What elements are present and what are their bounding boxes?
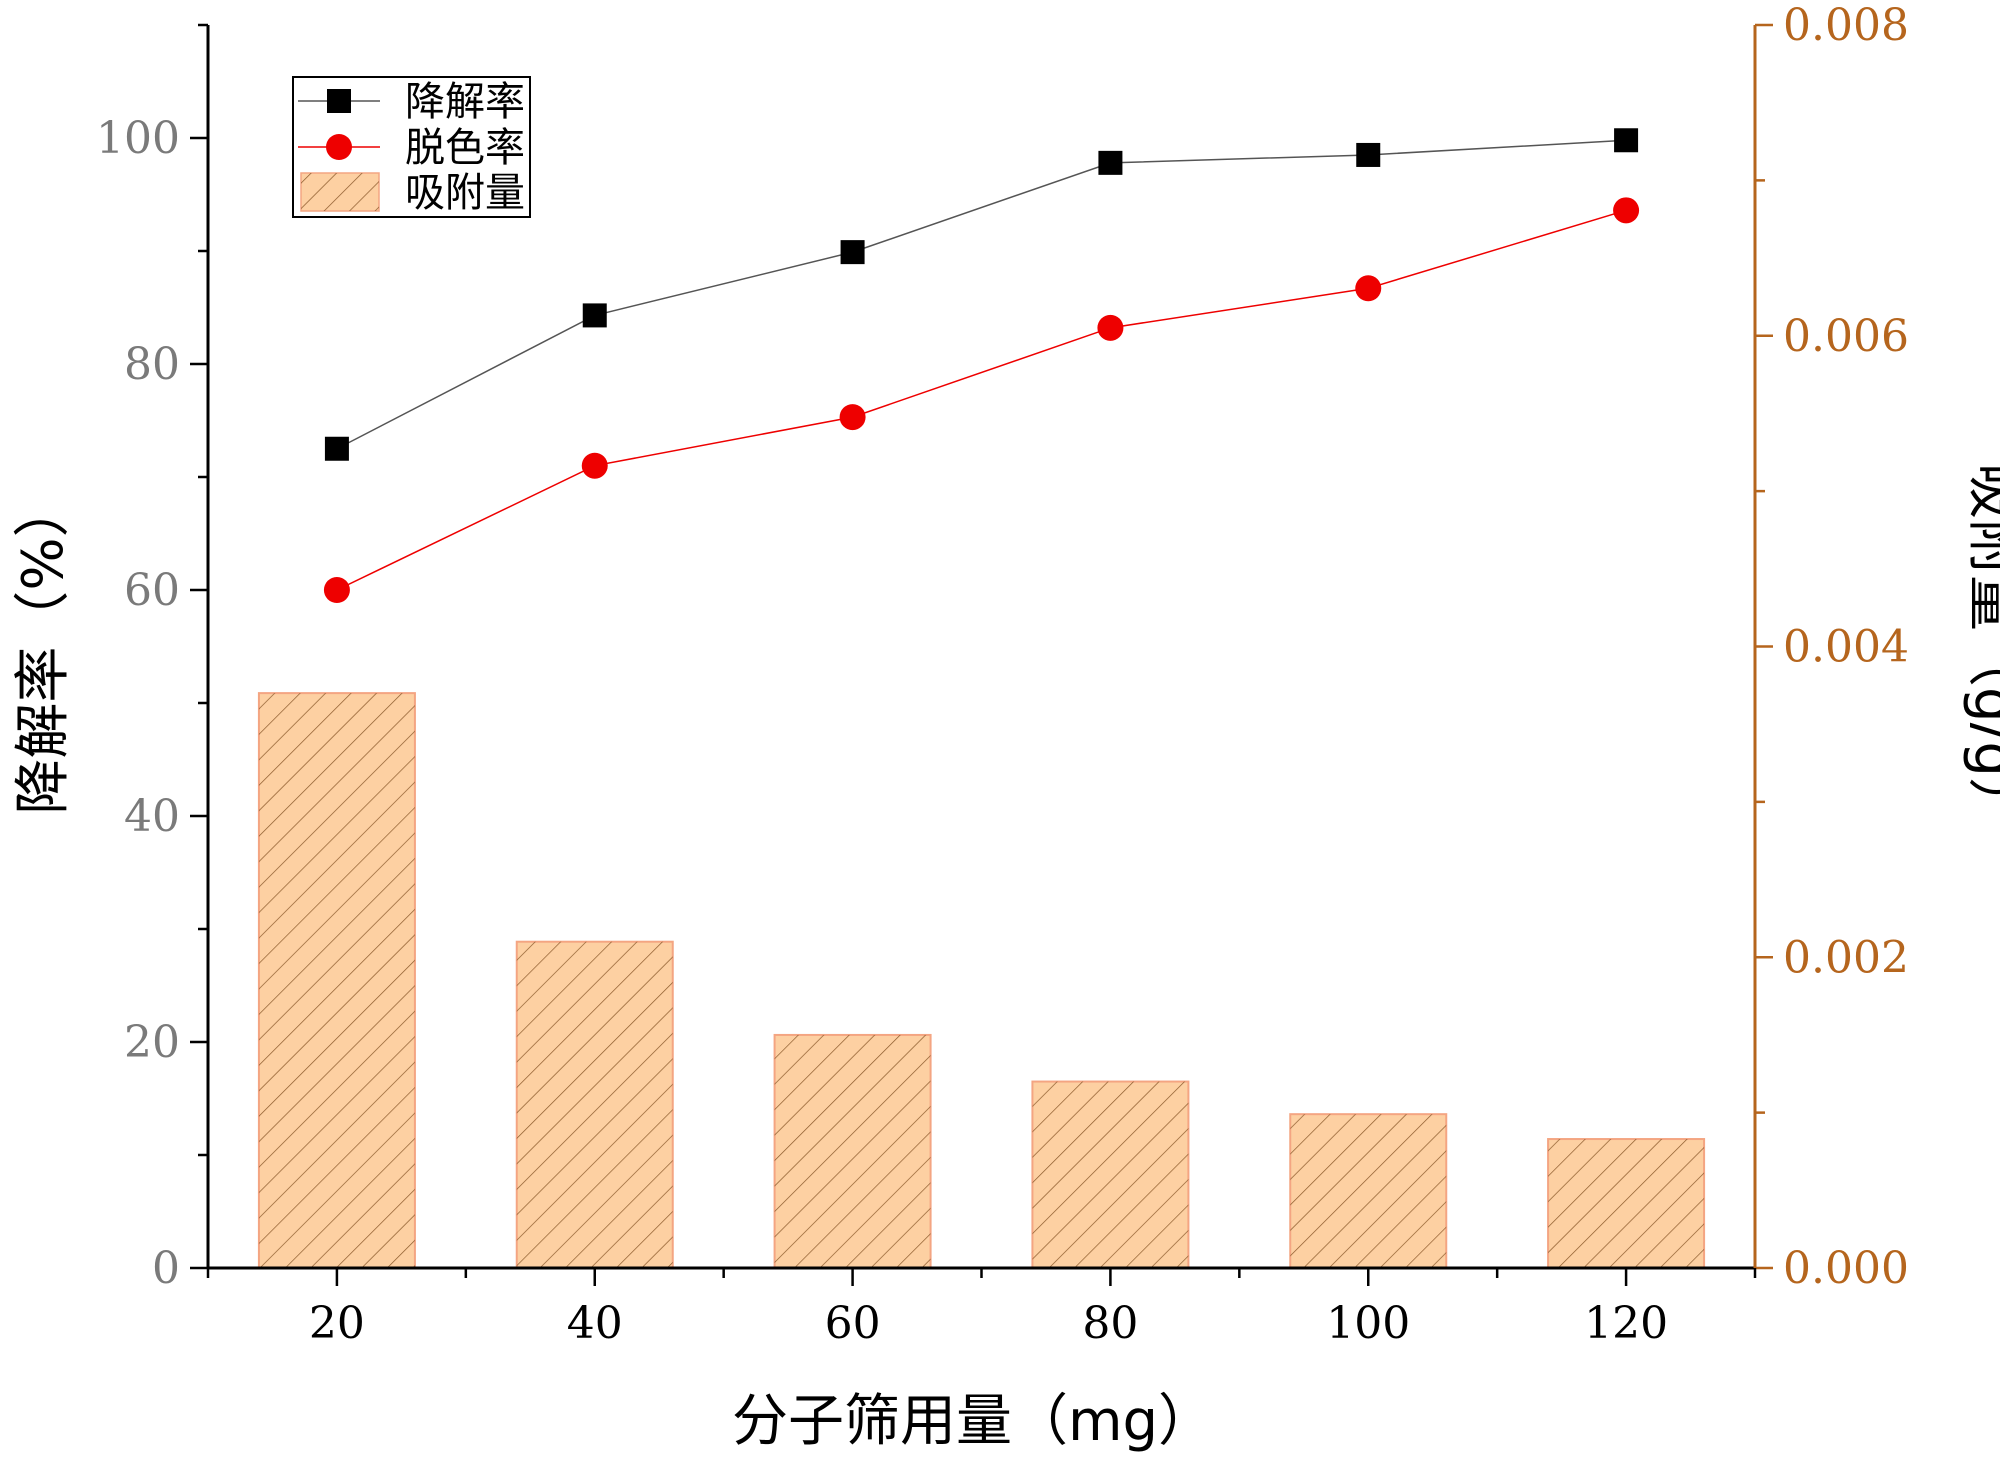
right-tick-label: 0.004: [1783, 622, 1909, 673]
left-tick-label: 60: [124, 565, 180, 616]
right-tick-label: 0.006: [1783, 311, 1909, 362]
right-tick-label: 0.002: [1783, 932, 1909, 983]
degradation-rate-point: [324, 436, 349, 461]
adsorption-bar: [773, 1033, 932, 1269]
decolor-rate-point: [1613, 197, 1640, 224]
right-tick-label: 0.000: [1783, 1243, 1909, 1294]
adsorption-bar-hatch: [1032, 1081, 1189, 1268]
adsorption-bar: [1289, 1113, 1448, 1269]
decolor-rate-point: [581, 452, 608, 479]
x-tick-label: 80: [1082, 1298, 1138, 1349]
adsorption-bar: [257, 692, 416, 1269]
legend-adsorption-label: 吸附量: [405, 170, 525, 216]
right-tick-label: 0.008: [1783, 0, 1909, 51]
legend-degradation-marker: [327, 89, 351, 113]
decolor-rate-point: [1355, 275, 1382, 302]
adsorption-bar: [1547, 1138, 1706, 1269]
lines-layer: [323, 128, 1640, 603]
adsorption-bar-hatch: [1290, 1114, 1447, 1268]
bars-layer: [257, 692, 1706, 1270]
legend: 降解率 脱色率 吸附量: [292, 76, 531, 218]
legend-entry-degradation: 降解率: [298, 79, 525, 125]
left-tick-label: 100: [96, 113, 180, 164]
degradation-rate-point: [1614, 128, 1639, 153]
degradation-rate-point: [1098, 150, 1123, 175]
right-y-axis-title: 吸附量（g/g）: [1961, 463, 2000, 833]
x-tick-label: 40: [567, 1298, 623, 1349]
x-tick-label: 100: [1326, 1298, 1410, 1349]
left-tick-label: 0: [152, 1243, 180, 1294]
x-tick-label: 20: [309, 1298, 365, 1349]
legend-degradation-label: 降解率: [405, 79, 525, 125]
left-tick-label: 20: [124, 1017, 180, 1068]
adsorption-bar-hatch: [1548, 1139, 1705, 1268]
decolor-rate-point: [839, 404, 866, 431]
decolor-rate-point: [1097, 314, 1124, 341]
axes-layer: 0 20 40 60 80 100 0.000 0.002 0.004 0.006 0.008 20 4…: [96, 0, 1909, 1349]
legend-adsorption-swatch-hatch: [301, 173, 379, 211]
legend-decolor-label: 脱色率: [405, 125, 525, 171]
adsorption-bar: [515, 940, 674, 1270]
adsorption-bar-hatch: [516, 941, 673, 1268]
adsorption-bar-hatch: [258, 693, 415, 1268]
decolor-rate-point: [323, 577, 350, 603]
left-tick-label: 80: [124, 339, 180, 390]
decolor-rate-line: [336, 209, 1627, 591]
degradation-rate-point: [840, 240, 865, 265]
x-tick-label: 60: [825, 1298, 881, 1349]
legend-entry-decolor: 脱色率: [298, 125, 525, 171]
left-tick-label: 40: [124, 791, 180, 842]
legend-decolor-marker: [326, 134, 352, 160]
x-axis-title: 分子筛用量（mg）: [732, 1389, 1214, 1454]
adsorption-bar-hatch: [774, 1034, 931, 1268]
degradation-rate-line: [336, 139, 1627, 450]
legend-entry-adsorption: 吸附量: [300, 170, 525, 216]
x-tick-label: 120: [1584, 1298, 1668, 1349]
degradation-rate-point: [582, 303, 607, 328]
left-y-axis-title: 降解率（%）: [11, 481, 76, 814]
degradation-rate-point: [1356, 142, 1381, 167]
adsorption-bar: [1031, 1080, 1190, 1270]
